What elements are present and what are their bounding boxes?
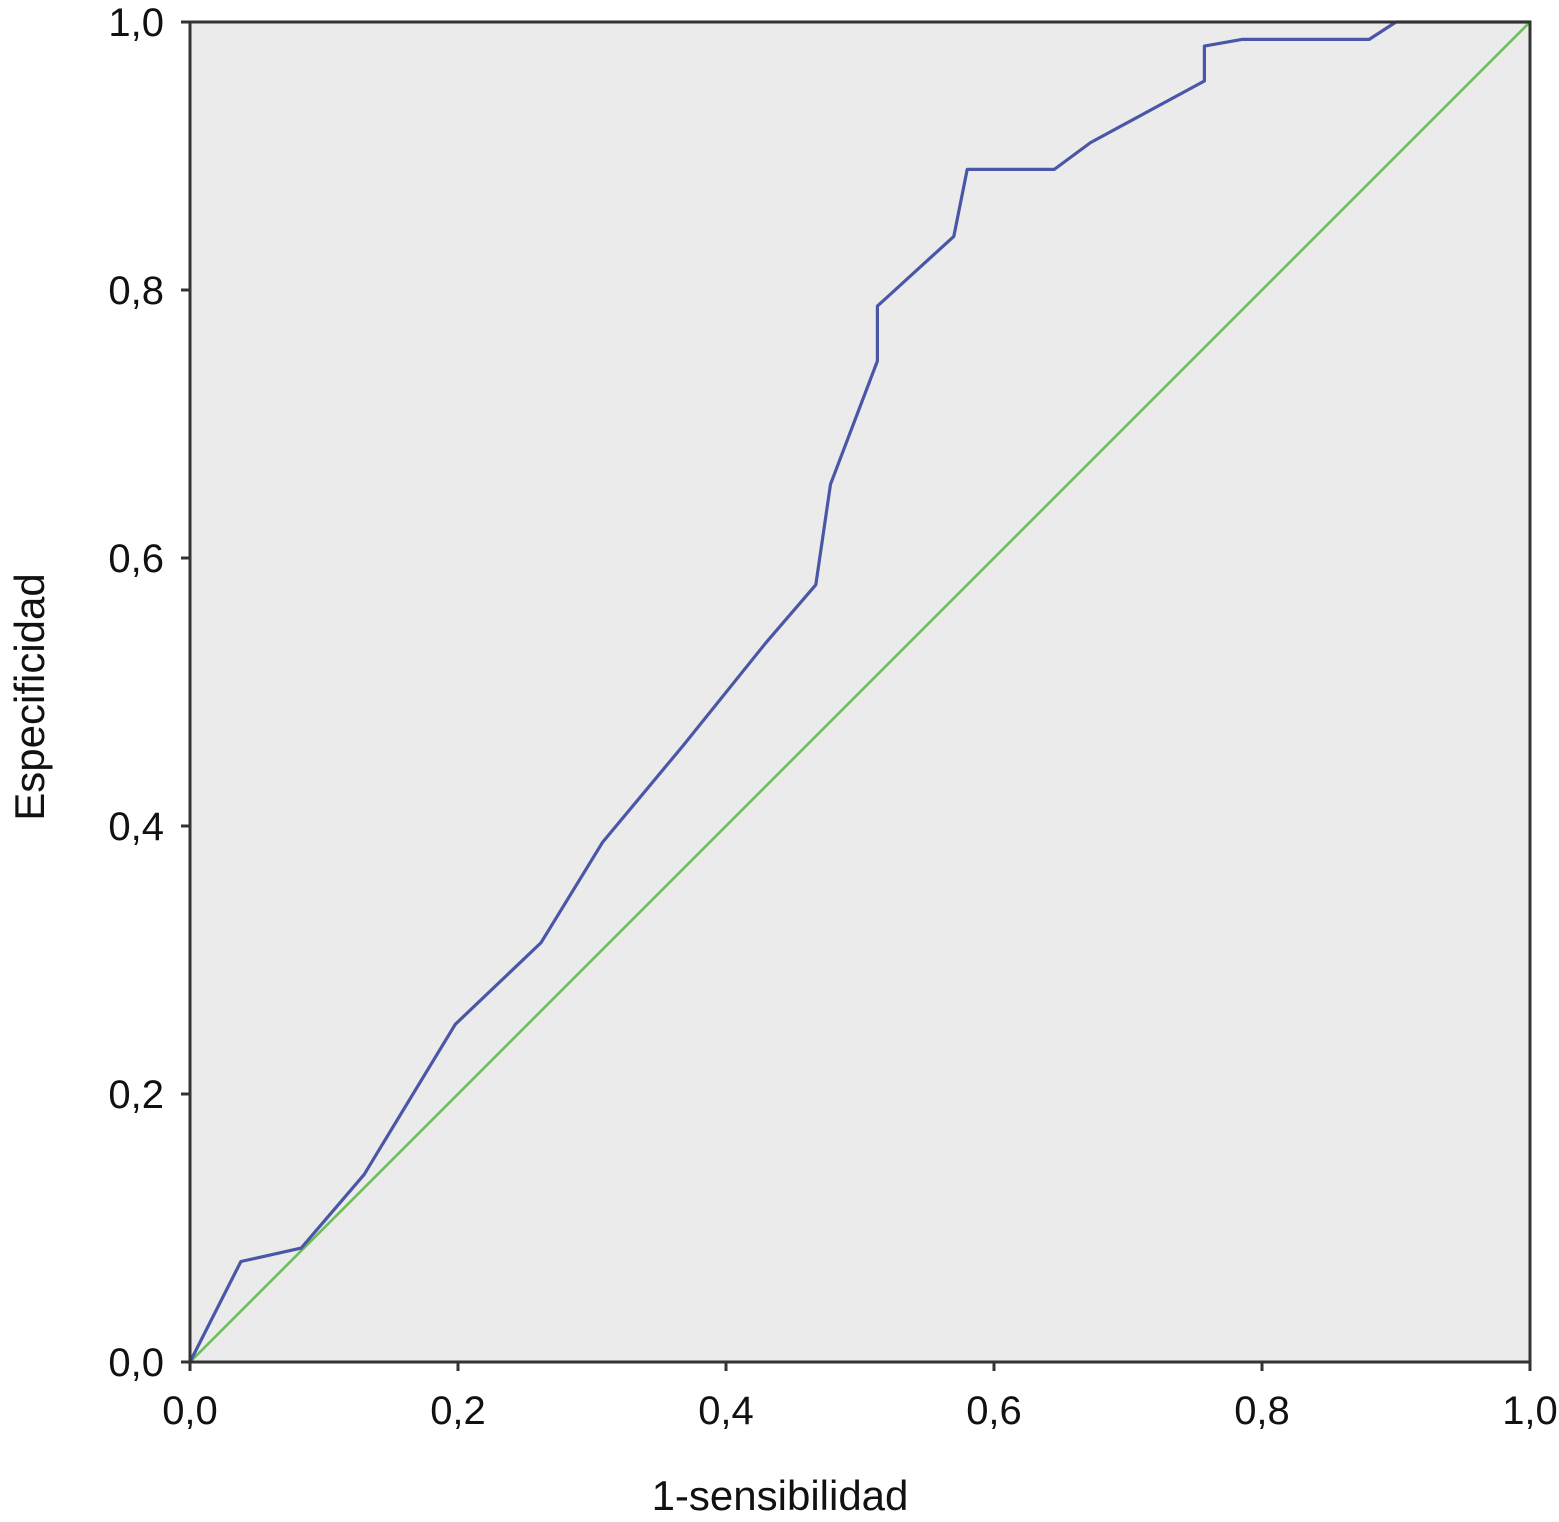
- x-tick-label: 0,2: [430, 1389, 486, 1433]
- series-layer: [188, 20, 1531, 1363]
- y-tick-label: 1,0: [108, 1, 164, 45]
- plot-frame: [188, 20, 1532, 1364]
- reference-diagonal-line: [189, 21, 1531, 1363]
- y-axis-title: Especificidad: [6, 573, 53, 820]
- y-axis-ticks: 0,0 0,2 0,4 0,6 0,8 1,0: [108, 1, 190, 1385]
- x-axis-title: 1-sensibilidad: [652, 1472, 909, 1519]
- x-axis-ticks: 0,0 0,2 0,4 0,6 0,8 1,0: [162, 1362, 1558, 1433]
- x-tick-label: 0,4: [698, 1389, 754, 1433]
- x-tick-label: 1,0: [1502, 1389, 1558, 1433]
- x-tick-label: 0,0: [162, 1389, 218, 1433]
- roc-curve-line: [188, 20, 1530, 1363]
- y-tick-label: 0,4: [108, 805, 164, 849]
- y-tick-label: 0,6: [108, 537, 164, 581]
- x-tick-label: 0,8: [1234, 1389, 1290, 1433]
- y-tick-label: 0,0: [108, 1341, 164, 1385]
- x-tick-label: 0,6: [966, 1389, 1022, 1433]
- y-tick-label: 0,2: [108, 1073, 164, 1117]
- y-tick-label: 0,8: [108, 269, 164, 313]
